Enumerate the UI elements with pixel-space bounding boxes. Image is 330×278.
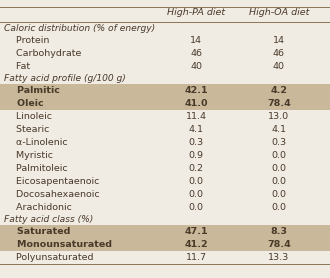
Text: 0.0: 0.0 [271, 164, 286, 173]
Text: 13.3: 13.3 [268, 253, 289, 262]
Text: Myristic: Myristic [4, 151, 53, 160]
Text: 78.4: 78.4 [267, 240, 291, 249]
Text: 0.0: 0.0 [189, 177, 204, 186]
Text: 4.1: 4.1 [271, 125, 286, 134]
Text: Stearic: Stearic [4, 125, 49, 134]
Text: 40: 40 [273, 62, 285, 71]
Bar [0, 85, 330, 97]
Text: Fatty acid profile (g/100 g): Fatty acid profile (g/100 g) [4, 74, 126, 83]
Text: 0.0: 0.0 [271, 151, 286, 160]
Text: 0.0: 0.0 [271, 203, 286, 212]
Text: 41.0: 41.0 [184, 99, 208, 108]
Text: High-OA diet: High-OA diet [249, 8, 309, 17]
Text: α-Linolenic: α-Linolenic [4, 138, 68, 147]
Text: 4.1: 4.1 [189, 125, 204, 134]
Text: 0.0: 0.0 [271, 190, 286, 199]
Text: 11.4: 11.4 [186, 112, 207, 121]
Text: Fat: Fat [4, 62, 30, 71]
Text: 14: 14 [190, 36, 202, 45]
Text: 78.4: 78.4 [267, 99, 291, 108]
Text: Arachidonic: Arachidonic [4, 203, 72, 212]
Text: 0.0: 0.0 [189, 203, 204, 212]
Text: 13.0: 13.0 [268, 112, 289, 121]
Bar [0, 225, 330, 238]
Text: 40: 40 [190, 62, 202, 71]
Text: 0.3: 0.3 [271, 138, 286, 147]
Text: 41.2: 41.2 [184, 240, 208, 249]
Text: Saturated: Saturated [4, 227, 70, 236]
Text: 47.1: 47.1 [184, 227, 208, 236]
Text: Monounsaturated: Monounsaturated [4, 240, 112, 249]
Text: 0.3: 0.3 [189, 138, 204, 147]
Text: High-PA diet: High-PA diet [167, 8, 225, 17]
Text: Caloric distribution (% of energy): Caloric distribution (% of energy) [4, 24, 155, 33]
Text: 11.7: 11.7 [186, 253, 207, 262]
Text: 0.9: 0.9 [189, 151, 204, 160]
Text: Polyunsaturated: Polyunsaturated [4, 253, 93, 262]
Text: 42.1: 42.1 [184, 86, 208, 95]
Bar [0, 238, 330, 251]
Text: 0.0: 0.0 [189, 190, 204, 199]
Text: Linoleic: Linoleic [4, 112, 52, 121]
Text: Docosahexaenoic: Docosahexaenoic [4, 190, 100, 199]
Bar [0, 97, 330, 110]
Text: Palmitoleic: Palmitoleic [4, 164, 68, 173]
Text: 14: 14 [273, 36, 285, 45]
Text: Palmitic: Palmitic [4, 86, 60, 95]
Text: Eicosapentaenoic: Eicosapentaenoic [4, 177, 99, 186]
Text: 8.3: 8.3 [270, 227, 287, 236]
Text: 0.0: 0.0 [271, 177, 286, 186]
Text: 4.2: 4.2 [270, 86, 287, 95]
Text: Oleic: Oleic [4, 99, 44, 108]
Text: Fatty acid class (%): Fatty acid class (%) [4, 215, 93, 224]
Text: Protein: Protein [4, 36, 49, 45]
Text: 46: 46 [190, 49, 202, 58]
Text: 0.2: 0.2 [189, 164, 204, 173]
Text: Carbohydrate: Carbohydrate [4, 49, 81, 58]
Text: 46: 46 [273, 49, 285, 58]
